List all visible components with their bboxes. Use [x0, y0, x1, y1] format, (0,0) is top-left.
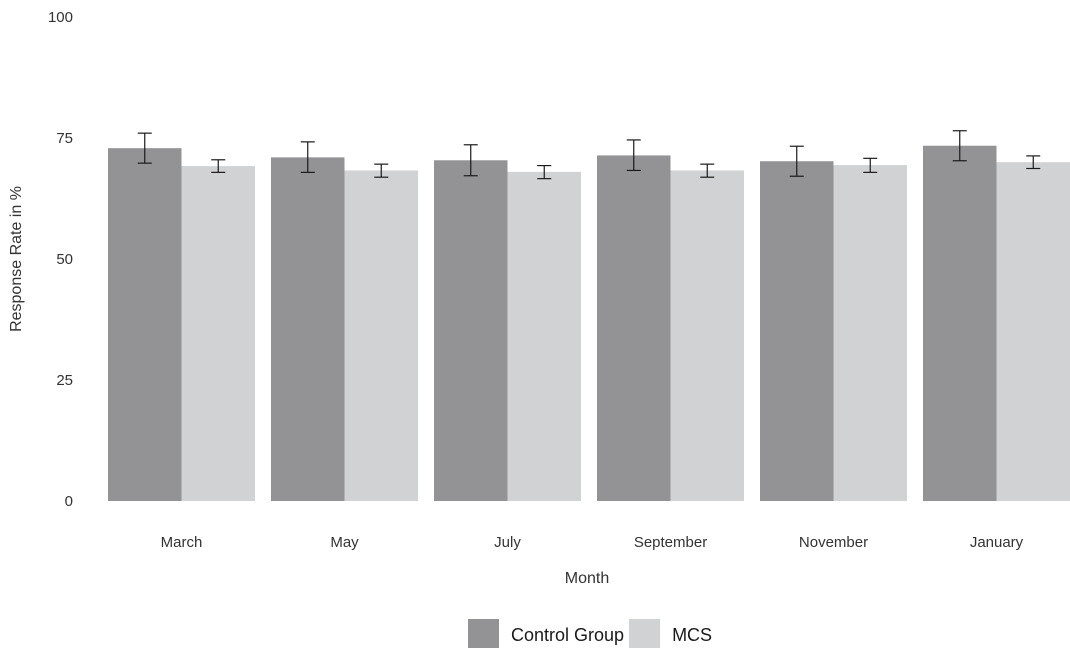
legend-label: Control Group: [511, 625, 624, 645]
legend: Control Group MCS: [468, 619, 712, 648]
x-tick-label: January: [970, 534, 1024, 551]
y-tick-label: 100: [48, 9, 73, 26]
legend-swatch: [629, 619, 660, 648]
legend-swatch: [468, 619, 499, 648]
x-tick-label: March: [161, 534, 203, 551]
bar: [671, 170, 745, 501]
x-tick-label: September: [634, 534, 707, 551]
x-tick-label: May: [330, 534, 359, 551]
bar: [508, 172, 582, 501]
bar: [834, 165, 908, 501]
x-tick-label: November: [799, 534, 868, 551]
bars-layer: [108, 146, 1070, 501]
y-axis-title: Response Rate in %: [8, 186, 25, 332]
y-tick-label: 0: [65, 493, 73, 510]
x-axis-ticks: March May July September November January: [161, 534, 1024, 551]
bar: [345, 170, 419, 501]
bar: [923, 146, 997, 501]
x-tick-label: July: [494, 534, 521, 551]
legend-label: MCS: [672, 625, 712, 645]
bar: [760, 161, 834, 501]
y-tick-label: 50: [56, 251, 73, 268]
y-tick-label: 25: [56, 372, 73, 389]
bar: [597, 155, 671, 501]
y-tick-label: 75: [56, 130, 73, 147]
x-axis-title: Month: [565, 570, 609, 587]
bar: [434, 160, 508, 501]
bar: [997, 162, 1070, 501]
bar: [182, 166, 256, 501]
bar: [271, 157, 345, 501]
y-axis-ticks: 0 25 50 75 100: [48, 9, 73, 510]
bar: [108, 148, 182, 501]
